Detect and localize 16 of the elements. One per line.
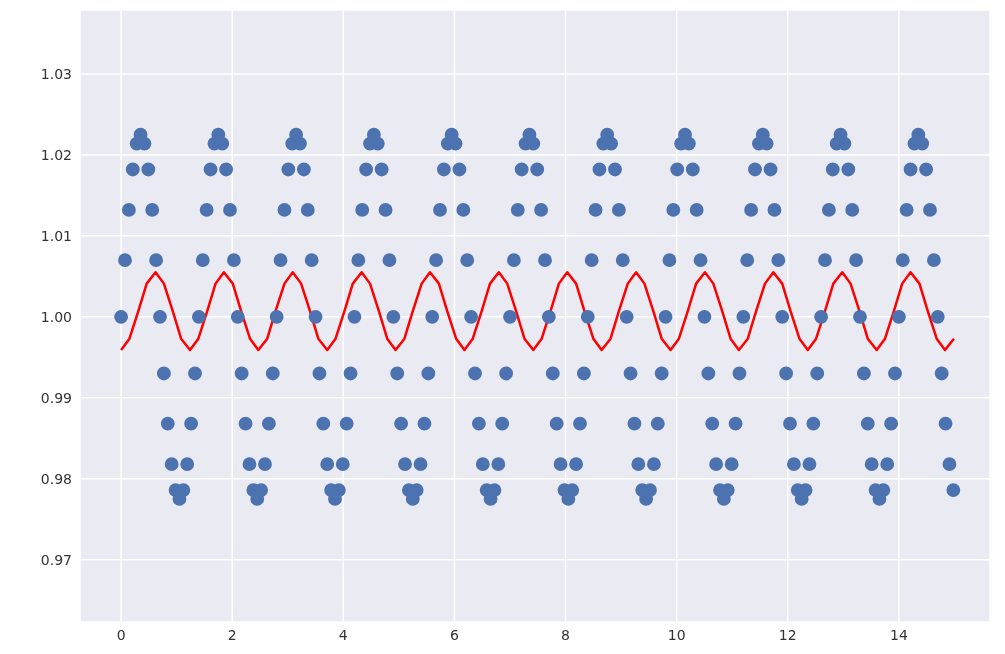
y-tick-label: 1.00 [40,308,72,325]
y-tick-label: 1.03 [40,65,72,82]
line-series [119,271,956,352]
x-tick-label: 6 [449,626,459,643]
y-tick-label: 0.99 [40,389,72,406]
x-tick-label: 12 [778,626,797,643]
x-tick-label: 10 [667,626,686,643]
x-tick-label: 14 [889,626,908,643]
y-tick-label: 0.98 [40,470,72,487]
x-tick-label: 0 [116,626,126,643]
y-tick-label: 0.97 [40,551,72,568]
x-tick-label: 4 [338,626,348,643]
y-tick-label: 1.02 [40,146,72,163]
x-tick-label: 2 [227,626,237,643]
x-tick-label: 8 [561,626,571,643]
y-tick-label: 1.01 [40,227,72,244]
